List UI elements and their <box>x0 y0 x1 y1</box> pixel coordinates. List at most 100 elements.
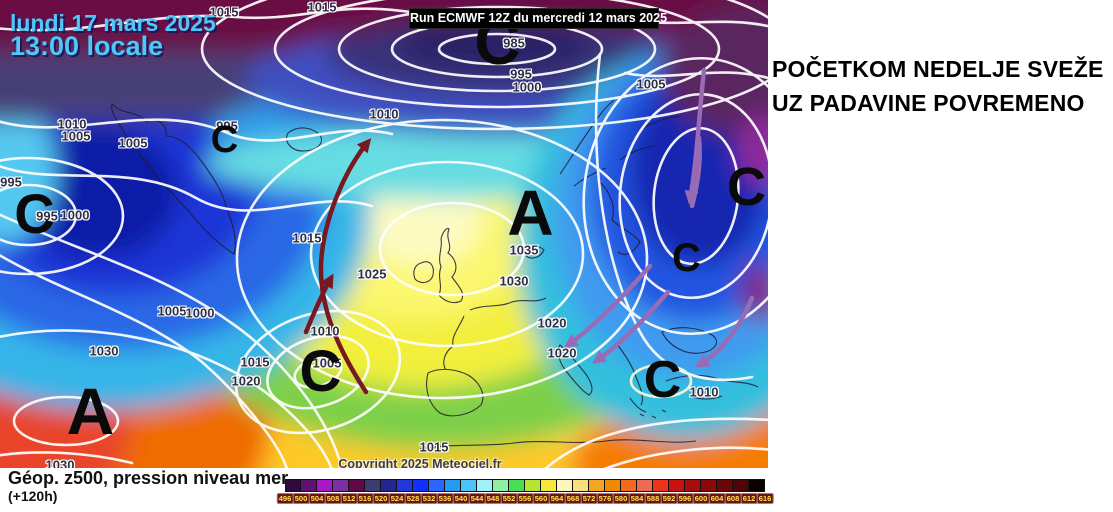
colorbar-cell <box>285 479 301 492</box>
colorbar-cell <box>669 479 685 492</box>
colorbar-value-chip: 524 <box>388 493 406 504</box>
colorbar-cell <box>589 479 605 492</box>
headline-line-2: UZ PADAVINE POVREMENO <box>772 90 1085 116</box>
colorbar-value-chip: 596 <box>676 493 694 504</box>
warm-advection-arrows <box>303 138 372 395</box>
pressure-label: 1000 <box>512 79 542 95</box>
colorbar-value-chip: 512 <box>340 493 358 504</box>
colorbar-value-chip: 508 <box>324 493 342 504</box>
colorbar-values: 496 500 504 508 512 516 520 524 528 532 536 540 544 5… <box>276 493 774 504</box>
colorbar-cells <box>285 479 765 492</box>
pressure-center-marker: C <box>299 339 342 404</box>
isobar-contours <box>629 363 693 399</box>
pressure-label: 1030 <box>45 457 75 469</box>
colorbar-value-chip: 568 <box>564 493 582 504</box>
colorbar-value-chip: 556 <box>516 493 534 504</box>
colorbar-value-chip: 528 <box>404 493 422 504</box>
colorbar-value-chip: 500 <box>292 493 310 504</box>
colorbar-value-chip: 504 <box>308 493 326 504</box>
colorbar-cell <box>317 479 333 492</box>
pressure-label: 1010 <box>57 116 87 132</box>
colorbar-cell <box>397 479 413 492</box>
colorbar-cell <box>429 479 445 492</box>
colorbar-cell <box>733 479 749 492</box>
colorbar-cell <box>365 479 381 492</box>
pressure-label: 995 <box>0 174 22 190</box>
pressure-label: 1015 <box>307 0 337 15</box>
colorbar-cell <box>685 479 701 492</box>
copyright-text: Copyright 2025 Meteociel.fr <box>338 457 502 468</box>
colorbar-cell <box>653 479 669 492</box>
pressure-center-marker: A <box>507 177 553 249</box>
pressure-label: 995 <box>36 208 58 224</box>
colorbar-cell <box>717 479 733 492</box>
weather-map-image <box>0 0 768 468</box>
colorbar-value-chip: 560 <box>532 493 550 504</box>
geopotential-color-field <box>0 0 768 468</box>
colorbar-value-chip: 532 <box>420 493 438 504</box>
pressure-center-marker: C <box>727 157 766 217</box>
headline-annotation: POČETKOM NEDELJE SVEŽE UZ PADAVINE POVRE… <box>772 52 1112 120</box>
colorbar-value-chip: 548 <box>484 493 502 504</box>
pressure-label: 1020 <box>547 345 577 361</box>
weather-map: lundi 17 mars 2025 13:00 locale Run ECMW… <box>0 0 768 468</box>
pressure-label: 1000 <box>185 305 215 321</box>
colorbar-cell <box>525 479 541 492</box>
colorbar-value-chip: 564 <box>548 493 566 504</box>
pressure-label: 995 <box>510 66 532 82</box>
colorbar-cell <box>461 479 477 492</box>
pressure-label: 1005 <box>636 76 666 92</box>
pressure-label: 1015 <box>209 4 239 20</box>
colorbar-cell <box>493 479 509 492</box>
pressure-label: 1005 <box>157 303 187 319</box>
colorbar-cell <box>749 479 765 492</box>
colorbar-value-chip: 520 <box>372 493 390 504</box>
colorbar-value-chip: 536 <box>436 493 454 504</box>
date-label: lundi 17 mars 2025 <box>10 10 216 36</box>
colorbar-cell <box>541 479 557 492</box>
colorbar-cell <box>605 479 621 492</box>
pressure-label: 1010 <box>369 106 399 122</box>
pressure-label: 1015 <box>292 230 322 246</box>
colorbar-value-chip: 552 <box>500 493 518 504</box>
colorbar-value-chip: 572 <box>580 493 598 504</box>
colorbar-cell <box>637 479 653 492</box>
colorbar-cell <box>557 479 573 492</box>
colorbar-value-chip: 576 <box>596 493 614 504</box>
pressure-label: 1015 <box>240 354 270 370</box>
pressure-label: 995 <box>216 118 238 134</box>
pressure-label: 985 <box>503 35 525 51</box>
pressure-center-marker: C <box>643 351 682 409</box>
pressure-label: 1010 <box>310 323 340 339</box>
lead-time-label: (+120h) <box>8 488 58 504</box>
pressure-label: 1035 <box>509 242 539 258</box>
flow-arrows <box>303 67 755 395</box>
colorbar-cell <box>301 479 317 492</box>
colorbar-cell <box>445 479 461 492</box>
colorbar-value-chip: 612 <box>740 493 758 504</box>
colorbar-value-chip: 540 <box>452 493 470 504</box>
colorbar-cell <box>701 479 717 492</box>
colorbar-value-chip: 588 <box>644 493 662 504</box>
colorbar-value-chip: 496 <box>276 493 294 504</box>
pressure-center-marker: C <box>672 236 701 280</box>
headline-line-1: POČETKOM NEDELJE SVEŽE <box>772 56 1104 82</box>
pressure-label: 1005 <box>61 128 91 144</box>
colorbar-value-chip: 608 <box>724 493 742 504</box>
colorbar-cell <box>477 479 493 492</box>
colorbar-value-chip: 616 <box>756 493 774 504</box>
colorbar-cell <box>349 479 365 492</box>
pressure-label: 1020 <box>231 373 261 389</box>
pressure-label: 1000 <box>60 207 90 223</box>
parameter-label: Géop. z500, pression niveau mer <box>8 468 289 488</box>
pressure-center-marker: A <box>66 374 115 448</box>
time-label: 13:00 locale <box>10 31 164 61</box>
pressure-label: 1010 <box>689 384 719 400</box>
colorbar-value-chip: 600 <box>692 493 710 504</box>
pressure-label: 1005 <box>312 355 342 371</box>
pressure-label: 1030 <box>89 343 119 359</box>
pressure-center-marker: C <box>210 119 238 161</box>
pressure-label: 1030 <box>499 273 529 289</box>
colorbar-cell <box>573 479 589 492</box>
